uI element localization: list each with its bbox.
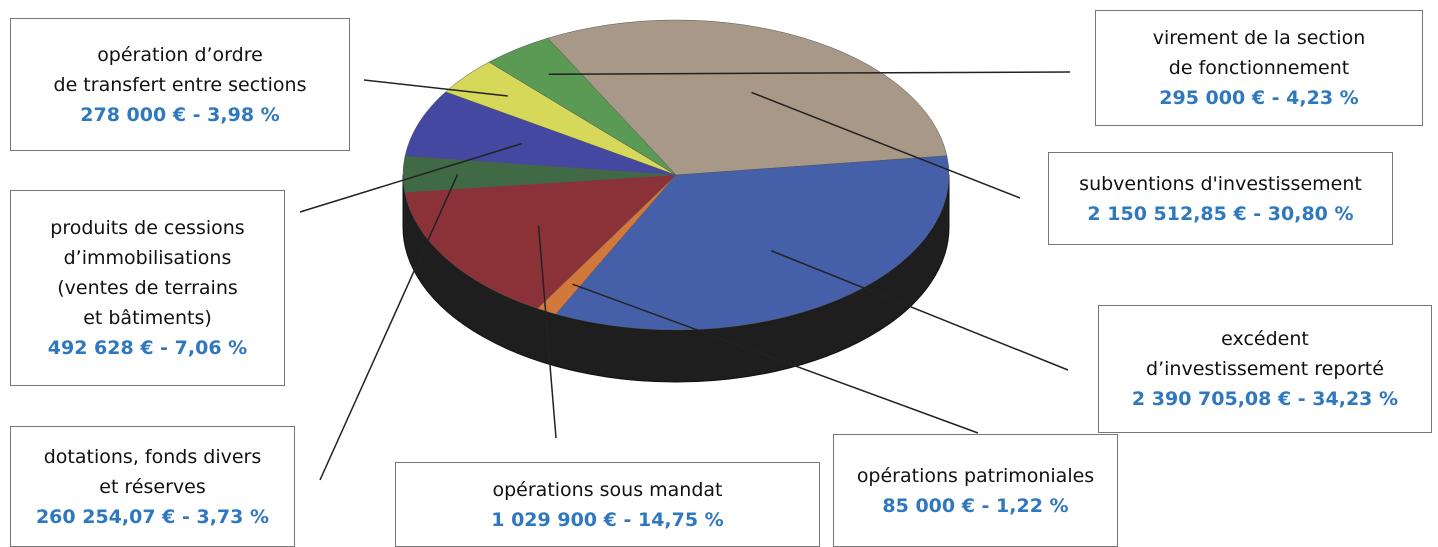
- value-label: 1 029 900 € - 14,75 %: [491, 508, 724, 531]
- leader-line: [548, 71, 1071, 75]
- category-label: opérations patrimoniales: [856, 464, 1095, 487]
- category-label: subventions d'investissement: [1079, 172, 1362, 195]
- leader-line: [770, 250, 1069, 371]
- leader-line: [363, 79, 508, 97]
- category-label: opérations sous mandat: [492, 478, 723, 501]
- category-label: opération d’ordre de transfert entre sec…: [53, 43, 307, 96]
- value-label: 2 390 705,08 € - 34,23 %: [1131, 388, 1399, 410]
- leader-line: [537, 225, 557, 439]
- leader-line: [751, 91, 1021, 199]
- pie-slice: [488, 37, 677, 176]
- value-label: 278 000 € - 3,98 %: [80, 103, 280, 126]
- value-label: 2 150 512,85 € - 30,80 %: [1087, 202, 1354, 225]
- label-box: virement de la section de fonctionnement…: [1095, 10, 1423, 126]
- value-label: 85 000 € - 1,22 %: [882, 494, 1069, 517]
- label-box: opérations sous mandat 1 029 900 € - 14,7…: [395, 462, 820, 547]
- pie-slice: [555, 155, 950, 331]
- label-box: produits de cessions d’immobilisations (…: [10, 190, 285, 386]
- label-box: subventions d'investissement 2 150 512,85…: [1048, 152, 1393, 245]
- pie-slice: [547, 19, 948, 176]
- leader-line: [299, 142, 523, 213]
- category-label: excédent d’investissement reporté: [1146, 328, 1384, 380]
- leader-line: [572, 283, 979, 434]
- label-box: opération d’ordre de transfert entre sec…: [10, 18, 350, 151]
- leader-line: [319, 174, 459, 481]
- value-label: 492 628 € - 7,06 %: [47, 337, 248, 359]
- category-label: virement de la section de fonctionnement: [1152, 27, 1366, 79]
- value-label: 260 254,07 € - 3,73 %: [35, 505, 270, 528]
- label-box: excédent d’investissement reporté 2 390 7…: [1098, 305, 1432, 433]
- label-box: dotations, fonds divers et réserves 260 2…: [10, 426, 295, 547]
- category-label: produits de cessions d’immobilisations (…: [50, 217, 245, 329]
- value-label: 295 000 € - 4,23 %: [1159, 87, 1359, 109]
- pie-slice: [404, 91, 677, 176]
- category-label: dotations, fonds divers et réserves: [43, 445, 262, 498]
- label-box: opérations patrimoniales 85 000 € - 1,22 …: [833, 434, 1118, 547]
